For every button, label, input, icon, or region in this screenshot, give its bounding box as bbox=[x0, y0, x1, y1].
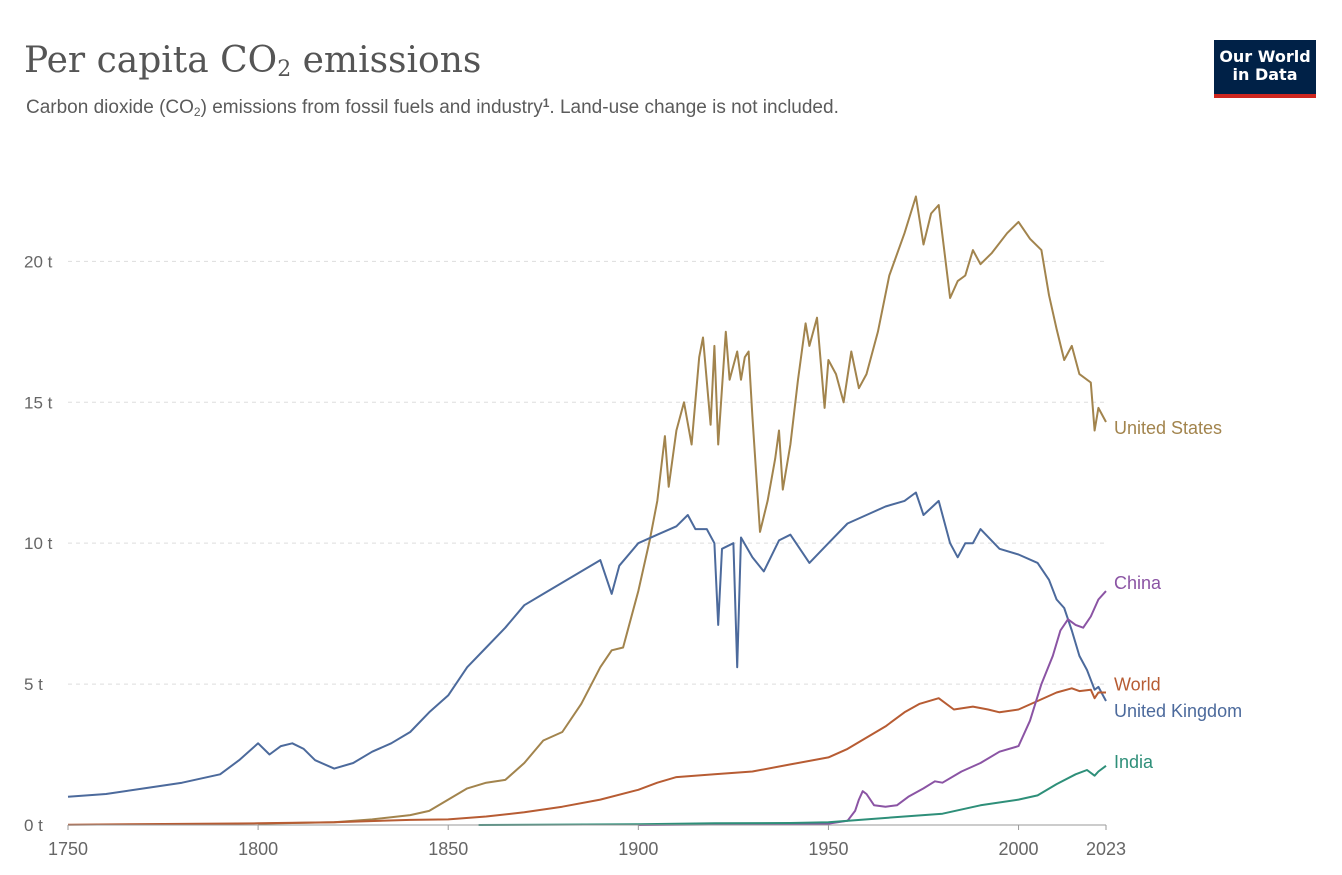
logo-line-2: in Data bbox=[1232, 65, 1298, 84]
series-line-india bbox=[478, 765, 1107, 826]
x-tick-label: 2000 bbox=[999, 839, 1039, 859]
series-label-world: World bbox=[1114, 675, 1161, 695]
y-tick-label: 15 t bbox=[24, 393, 53, 412]
logo-line-1: Our World bbox=[1219, 47, 1311, 66]
y-tick-label: 20 t bbox=[24, 252, 53, 271]
gridlines bbox=[68, 260, 1106, 685]
x-tick-label: 1800 bbox=[238, 839, 278, 859]
y-tick-label: 0 t bbox=[24, 816, 43, 835]
axes: 0 t 5 t 10 t 15 t 20 t 1750 1800 1850 1900 1950 20… bbox=[24, 252, 1126, 859]
series-line-united-states bbox=[258, 195, 1107, 825]
x-tick-label: 1950 bbox=[808, 839, 848, 859]
series-label-united-states: United States bbox=[1114, 418, 1222, 438]
series-lines bbox=[67, 195, 1107, 826]
x-tick-label: 1850 bbox=[428, 839, 468, 859]
chart-title: Per capita CO2 emissions bbox=[24, 40, 482, 82]
y-tick-label: 10 t bbox=[24, 534, 53, 553]
x-tick-label: 1900 bbox=[618, 839, 658, 859]
series-label-united-kingdom: United Kingdom bbox=[1114, 701, 1242, 721]
series-line-china bbox=[638, 590, 1107, 826]
x-tick-label: 1750 bbox=[48, 839, 88, 859]
x-tick-label: 2023 bbox=[1086, 839, 1126, 859]
series-line-world bbox=[67, 687, 1106, 826]
series-label-china: China bbox=[1114, 573, 1162, 593]
series-line-united-kingdom bbox=[67, 491, 1107, 798]
y-tick-label: 5 t bbox=[24, 675, 43, 694]
owid-logo[interactable]: Our World in Data bbox=[1214, 40, 1316, 98]
series-labels: United States United Kingdom World China Ind… bbox=[1114, 418, 1242, 772]
series-label-india: India bbox=[1114, 752, 1154, 772]
chart-subtitle: Carbon dioxide (CO2) emissions from foss… bbox=[26, 96, 839, 119]
